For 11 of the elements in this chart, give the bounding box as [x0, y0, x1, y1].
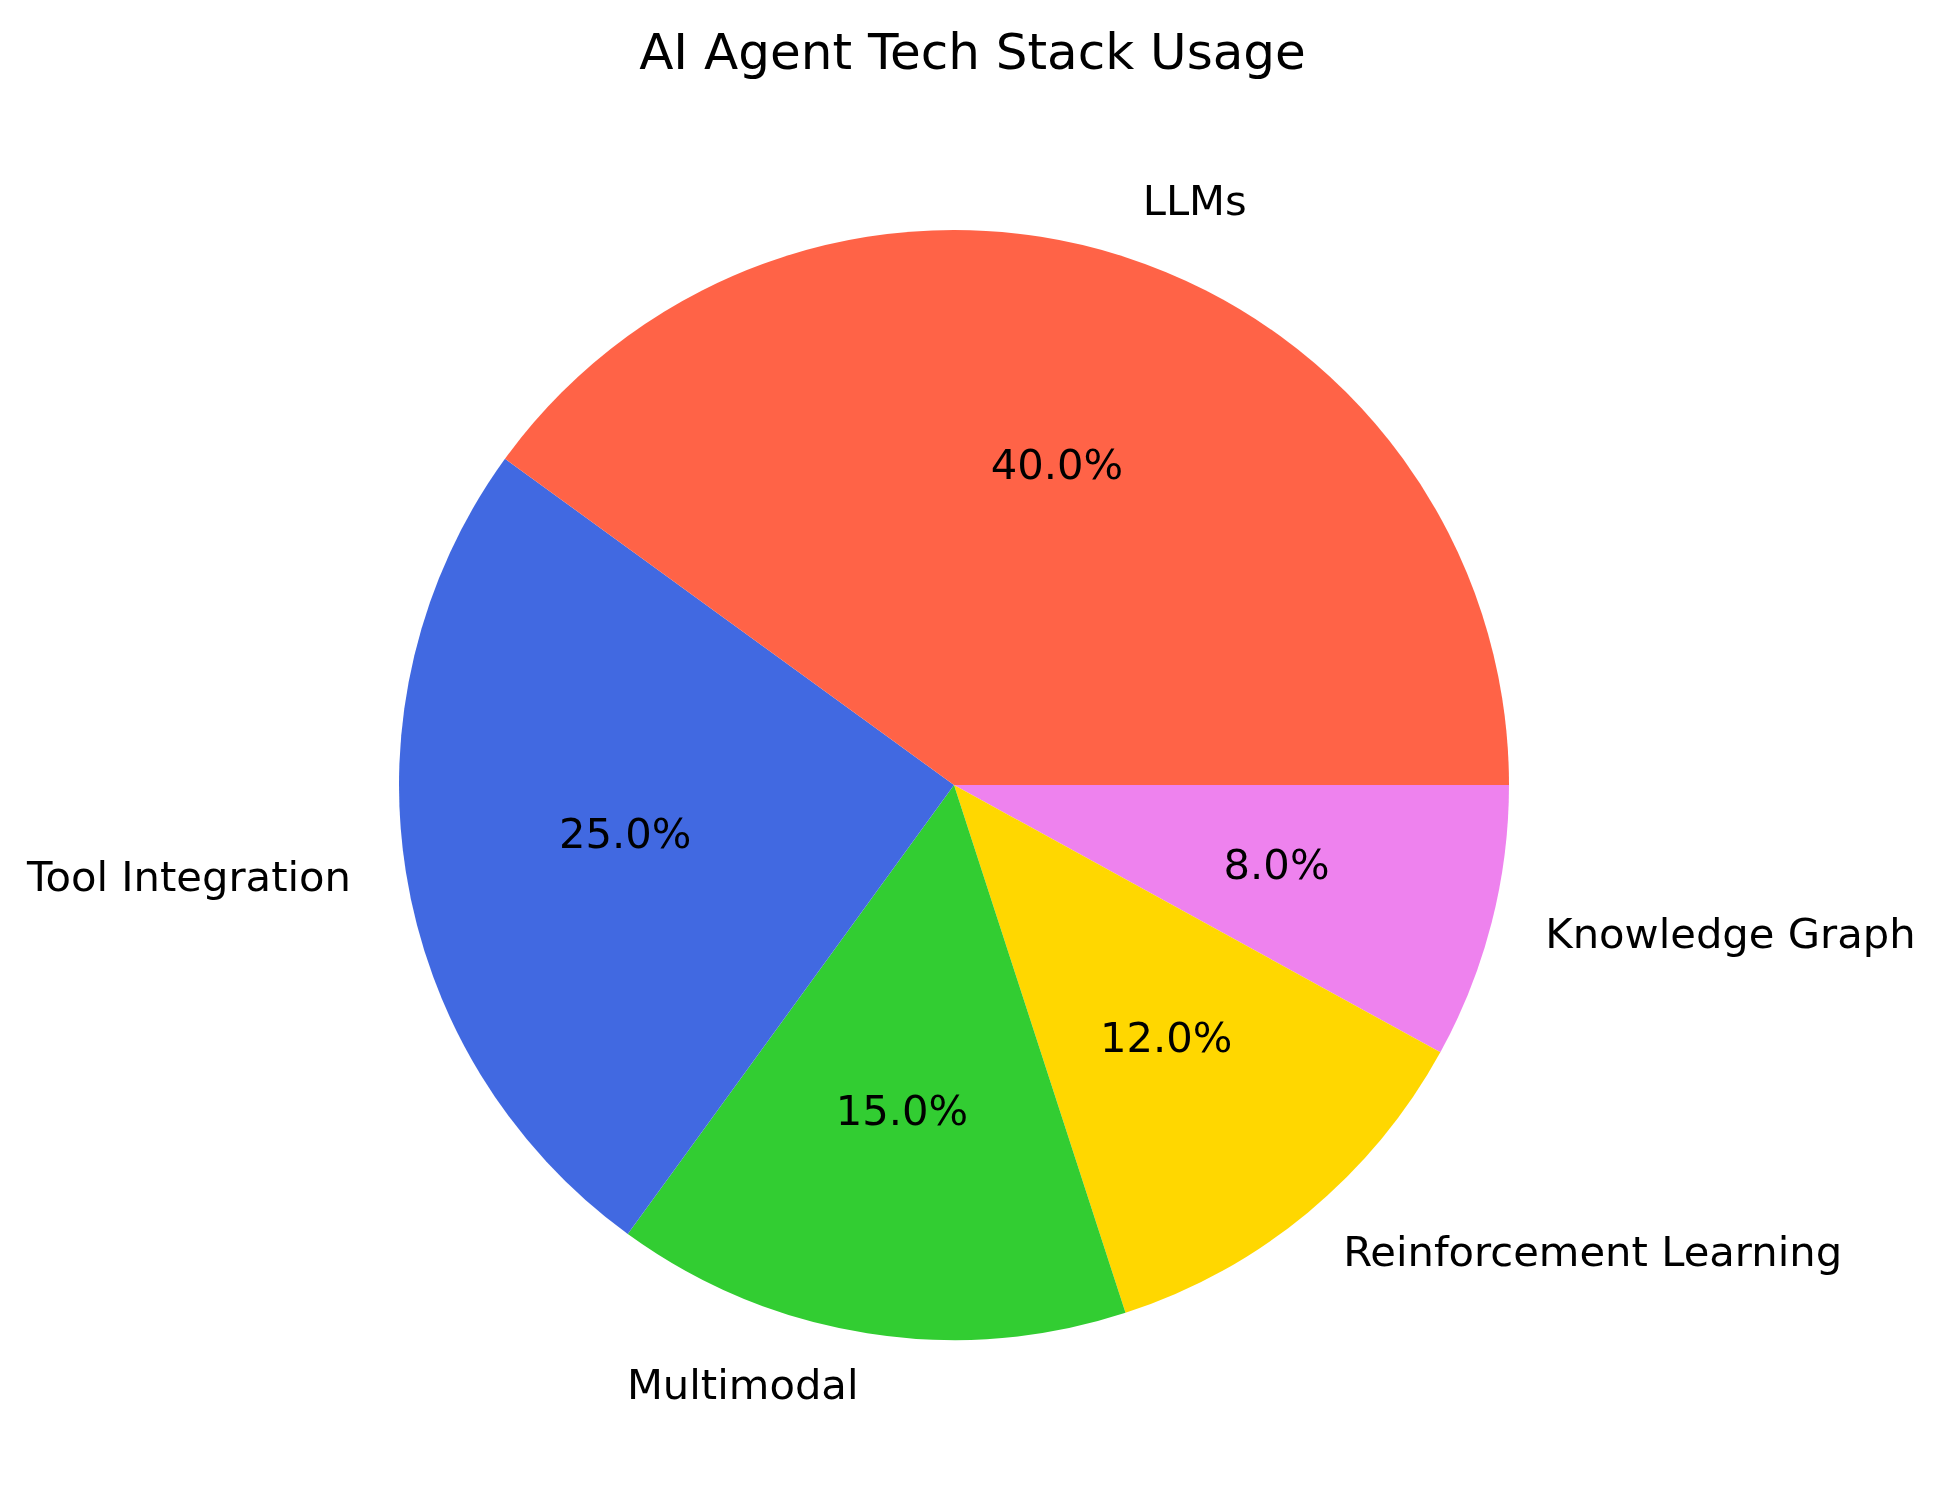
slice-label: Knowledge Graph: [1545, 908, 1916, 958]
slice-label: Multimodal: [626, 1359, 859, 1409]
data-label: 15.0%: [835, 1085, 969, 1135]
chart-title: AI Agent Tech Stack Usage: [639, 22, 1306, 81]
data-label: 12.0%: [1100, 1013, 1233, 1063]
data-label: 25.0%: [558, 808, 692, 858]
slice-label: LLMs: [1142, 176, 1247, 226]
data-label: 8.0%: [1223, 839, 1330, 889]
data-label: 40.0%: [990, 440, 1124, 490]
slice-label: Reinforcement Learning: [1343, 1227, 1843, 1277]
slice-label: Tool Integration: [26, 852, 352, 902]
